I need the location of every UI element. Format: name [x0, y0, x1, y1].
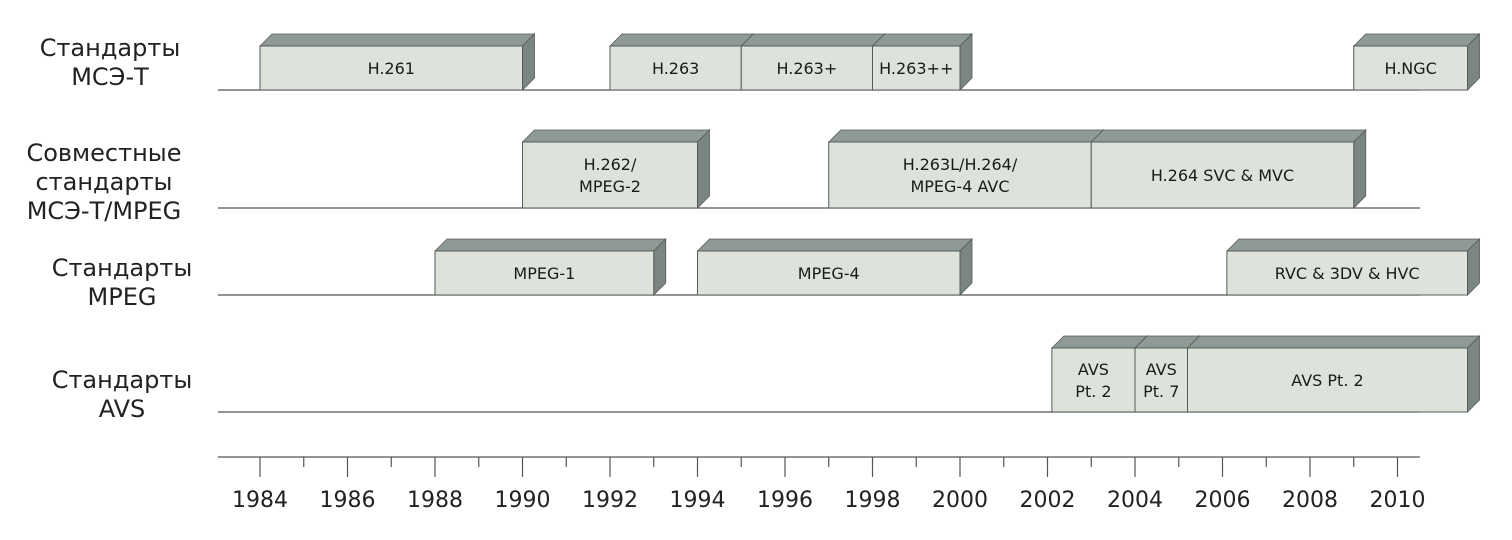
row-label-line: Совместные: [26, 139, 182, 167]
bar-front-face: [609, 45, 742, 91]
x-tick-label: 1992: [582, 488, 638, 513]
bar-label: Pt. 2: [1075, 382, 1111, 401]
bar-label: H.263L/H.264/: [903, 155, 1018, 174]
bar-label: RVC & 3DV & HVC: [1275, 264, 1420, 283]
bar-top-face: [1225, 238, 1481, 252]
bar-front-face: [259, 45, 523, 91]
bar-mpeg-0: MPEG-1: [434, 238, 667, 296]
bar-itu-2: H.263+: [740, 33, 886, 91]
bar-top-face: [696, 238, 973, 252]
row-label-line: МСЭ-Т/MPEG: [26, 197, 182, 225]
bar-itu-4: H.NGC: [1352, 33, 1481, 91]
bar-front-face: [522, 141, 698, 209]
row-label-itu: Стандарты МСЭ-Т: [0, 34, 220, 92]
bar-top-face: [434, 238, 667, 252]
bar-label: H.264 SVC & MVC: [1151, 166, 1294, 185]
bar-front-face: [434, 250, 655, 296]
bar-mpeg-1: MPEG-4: [696, 238, 973, 296]
bar-front-face: [1051, 347, 1136, 413]
bar-front-face: [872, 45, 961, 91]
bar-top-face: [740, 33, 886, 47]
bar-label: H.263: [652, 59, 699, 78]
bar-top-face: [827, 129, 1105, 143]
x-tick-label: 1996: [757, 488, 813, 513]
x-tick-label: 2010: [1370, 488, 1426, 513]
bar-front-face: [828, 141, 1092, 209]
bar-front-face: [1187, 347, 1468, 413]
x-tick-label: 1986: [320, 488, 376, 513]
bar-label: MPEG-2: [579, 177, 641, 196]
bar-top-face: [609, 33, 755, 47]
bar-front-face: [1090, 141, 1355, 209]
bar-top-face: [871, 33, 973, 47]
bar-label: H.263++: [879, 59, 953, 78]
bar-top-face: [1352, 33, 1481, 47]
bar-itu-1: H.263: [609, 33, 755, 91]
row-label-mpeg: Стандарты MPEG: [12, 254, 232, 312]
row-label-line: Стандарты: [39, 34, 181, 62]
bar-joint-1: H.263L/H.264/MPEG-4 AVC: [827, 129, 1105, 209]
row-label-line: MPEG: [87, 283, 157, 311]
bar-front-face: [1226, 250, 1468, 296]
bar-side-face: [1353, 129, 1367, 209]
bar-label: H.263+: [776, 59, 837, 78]
bar-top-face: [1090, 129, 1367, 143]
bar-label: H.261: [368, 59, 415, 78]
x-tick-label: 2008: [1282, 488, 1338, 513]
bar-label: H.262/: [584, 155, 637, 174]
row-label-line: стандарты: [35, 168, 173, 196]
bar-top-face: [259, 33, 536, 47]
row-label-line: МСЭ-Т: [71, 63, 149, 91]
bar-itu-0: H.261: [259, 33, 536, 91]
x-tick-label: 1994: [670, 488, 726, 513]
row-label-joint: Совместные стандарты МСЭ-Т/MPEG: [0, 139, 214, 226]
x-tick-label: 2006: [1195, 488, 1251, 513]
bar-avs-0: AVS Pt. 2: [1050, 335, 1148, 413]
bar-front-face: [740, 45, 873, 91]
x-tick-label: 2002: [1020, 488, 1076, 513]
bar-label: Pt. 7: [1143, 382, 1179, 401]
bar-label: MPEG-4: [798, 264, 860, 283]
x-tick-label: 1984: [232, 488, 288, 513]
bar-joint-2: H.264 SVC & MVC: [1090, 129, 1367, 209]
bar-label: MPEG-4 AVC: [910, 177, 1009, 196]
row-label-line: AVS: [98, 395, 146, 423]
bar-joint-0: H.262/MPEG-2: [521, 129, 711, 209]
bar-top-face: [521, 129, 711, 143]
bar-side-face: [1467, 335, 1480, 413]
bar-label: H.NGC: [1384, 59, 1436, 78]
bar-label: AVS Pt. 2: [1291, 371, 1363, 390]
bar-top-face: [1186, 335, 1481, 349]
bar-front-face: [1353, 45, 1468, 91]
bar-front-face: [1134, 347, 1188, 413]
row-label-avs: Стандарты AVS: [12, 366, 232, 424]
x-tick-label: 2004: [1107, 488, 1163, 513]
bar-front-face: [697, 250, 961, 296]
bar-side-face: [697, 129, 710, 209]
bar-avs-2: AVS Pt. 2: [1186, 335, 1481, 413]
x-tick-label: 2000: [932, 488, 988, 513]
row-label-line: Стандарты: [51, 366, 193, 394]
bar-label: AVS: [1146, 360, 1177, 379]
bar-top-face: [1050, 335, 1148, 349]
row-label-line: Стандарты: [51, 254, 193, 282]
bar-mpeg-2: RVC & 3DV & HVC: [1225, 238, 1481, 296]
x-tick-label: 1988: [407, 488, 463, 513]
bar-itu-3: H.263++: [871, 33, 973, 91]
x-tick-label: 1990: [495, 488, 551, 513]
bar-label: AVS: [1078, 360, 1109, 379]
x-tick-label: 1998: [845, 488, 901, 513]
bar-label: MPEG-1: [513, 264, 575, 283]
